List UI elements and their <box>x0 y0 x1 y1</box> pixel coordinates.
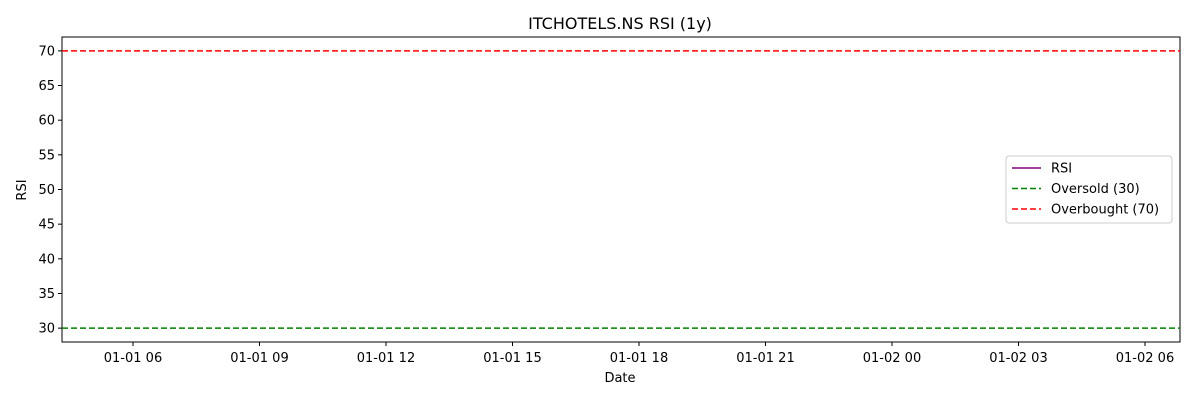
x-tick-label: 01-01 21 <box>736 351 794 366</box>
x-tick-label: 01-01 06 <box>104 351 162 366</box>
legend-box <box>1005 155 1173 224</box>
x-axis: 01-01 06 01-01 09 01-01 12 01-01 15 01-01 18… <box>104 342 1174 366</box>
legend-label: Overbought (70) <box>1051 203 1159 218</box>
y-tick-label: 40 <box>38 252 55 267</box>
legend-entry-oversold: Oversold (30) <box>1012 182 1140 197</box>
y-axis-title: RSI <box>15 179 30 200</box>
x-axis-title: Date <box>604 371 635 386</box>
x-tick-label: 01-02 03 <box>989 351 1047 366</box>
reference-lines <box>62 50 1180 329</box>
plot-frame <box>61 36 1181 343</box>
legend: RSI Oversold (30) Overbought (70) <box>1005 155 1173 224</box>
y-tick-label: 60 <box>38 114 55 129</box>
y-tick-label: 65 <box>38 79 55 94</box>
x-tick-label: 01-01 15 <box>483 351 541 366</box>
x-tick-label: 01-01 12 <box>357 351 415 366</box>
plot-area <box>61 36 1181 343</box>
legend-entry-rsi: RSI <box>1012 162 1072 177</box>
y-tick-label: 30 <box>38 322 55 337</box>
legend-label: RSI <box>1051 162 1072 177</box>
chart-title: ITCHOTELS.NS RSI (1y) <box>528 14 712 33</box>
x-tick-label: 01-01 18 <box>610 351 668 366</box>
y-tick-label: 45 <box>38 218 55 233</box>
legend-entry-overbought: Overbought (70) <box>1012 203 1159 218</box>
y-tick-label: 70 <box>38 44 55 59</box>
y-tick-label: 50 <box>38 183 55 198</box>
y-axis: 30 35 40 45 50 55 60 65 70 <box>38 44 62 337</box>
x-tick-label: 01-02 00 <box>863 351 921 366</box>
y-tick-label: 55 <box>38 148 55 163</box>
y-tick-label: 35 <box>38 287 55 302</box>
x-tick-label: 01-02 06 <box>1116 351 1174 366</box>
x-tick-label: 01-01 09 <box>230 351 288 366</box>
legend-label: Oversold (30) <box>1051 182 1140 197</box>
